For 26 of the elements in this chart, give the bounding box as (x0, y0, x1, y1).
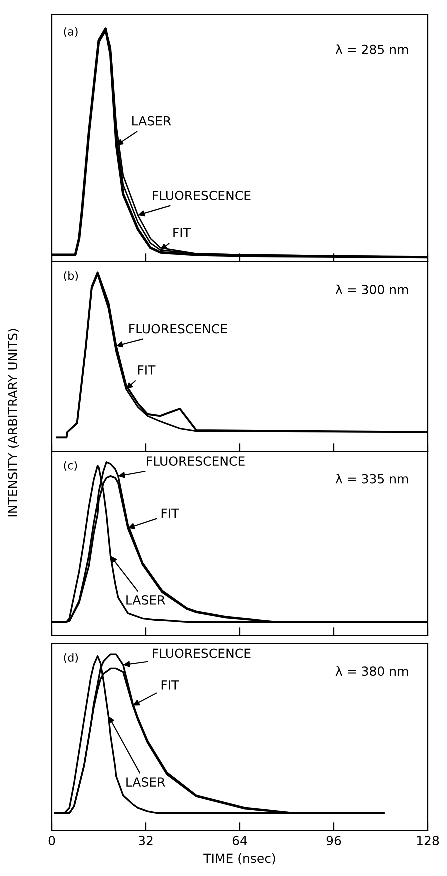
series-label: FIT (138, 366, 156, 375)
annotation: λ = 285 nm (336, 44, 408, 54)
x-tick-label: 128 (417, 836, 440, 846)
text: FIT (162, 680, 180, 690)
x-tick-label: 64 (232, 836, 248, 846)
series-label: LASER (126, 778, 166, 787)
annotation: (d) (64, 653, 78, 664)
annotation: λ = 380 nm (336, 666, 408, 676)
x-tick-label: 0 (48, 836, 56, 846)
x-tick-label: 96 (326, 836, 342, 846)
x-axis-title: TIME (nsec) (204, 854, 276, 865)
annotation: (c) (64, 461, 78, 472)
y-axis-title: INTENSITY (ARBITRARY UNITS) (8, 329, 20, 517)
series-label: FLUORESCENCE (153, 190, 251, 200)
series-label: LASER (132, 116, 172, 126)
text: FLUORESCENCE (153, 648, 251, 658)
text: FLUORESCENCE (147, 456, 245, 466)
annotation: (b) (64, 272, 78, 282)
annotation: λ = 300 nm (336, 284, 408, 294)
x-tick-label: 32 (139, 836, 153, 846)
series-label: FIT (174, 228, 191, 238)
annotation: λ = 335 nm (336, 474, 408, 484)
series-label: FLUORESCENCE (130, 324, 228, 334)
series-label: LASER (126, 595, 166, 605)
annotation: (a) (64, 27, 78, 38)
text: FIT (162, 508, 180, 518)
